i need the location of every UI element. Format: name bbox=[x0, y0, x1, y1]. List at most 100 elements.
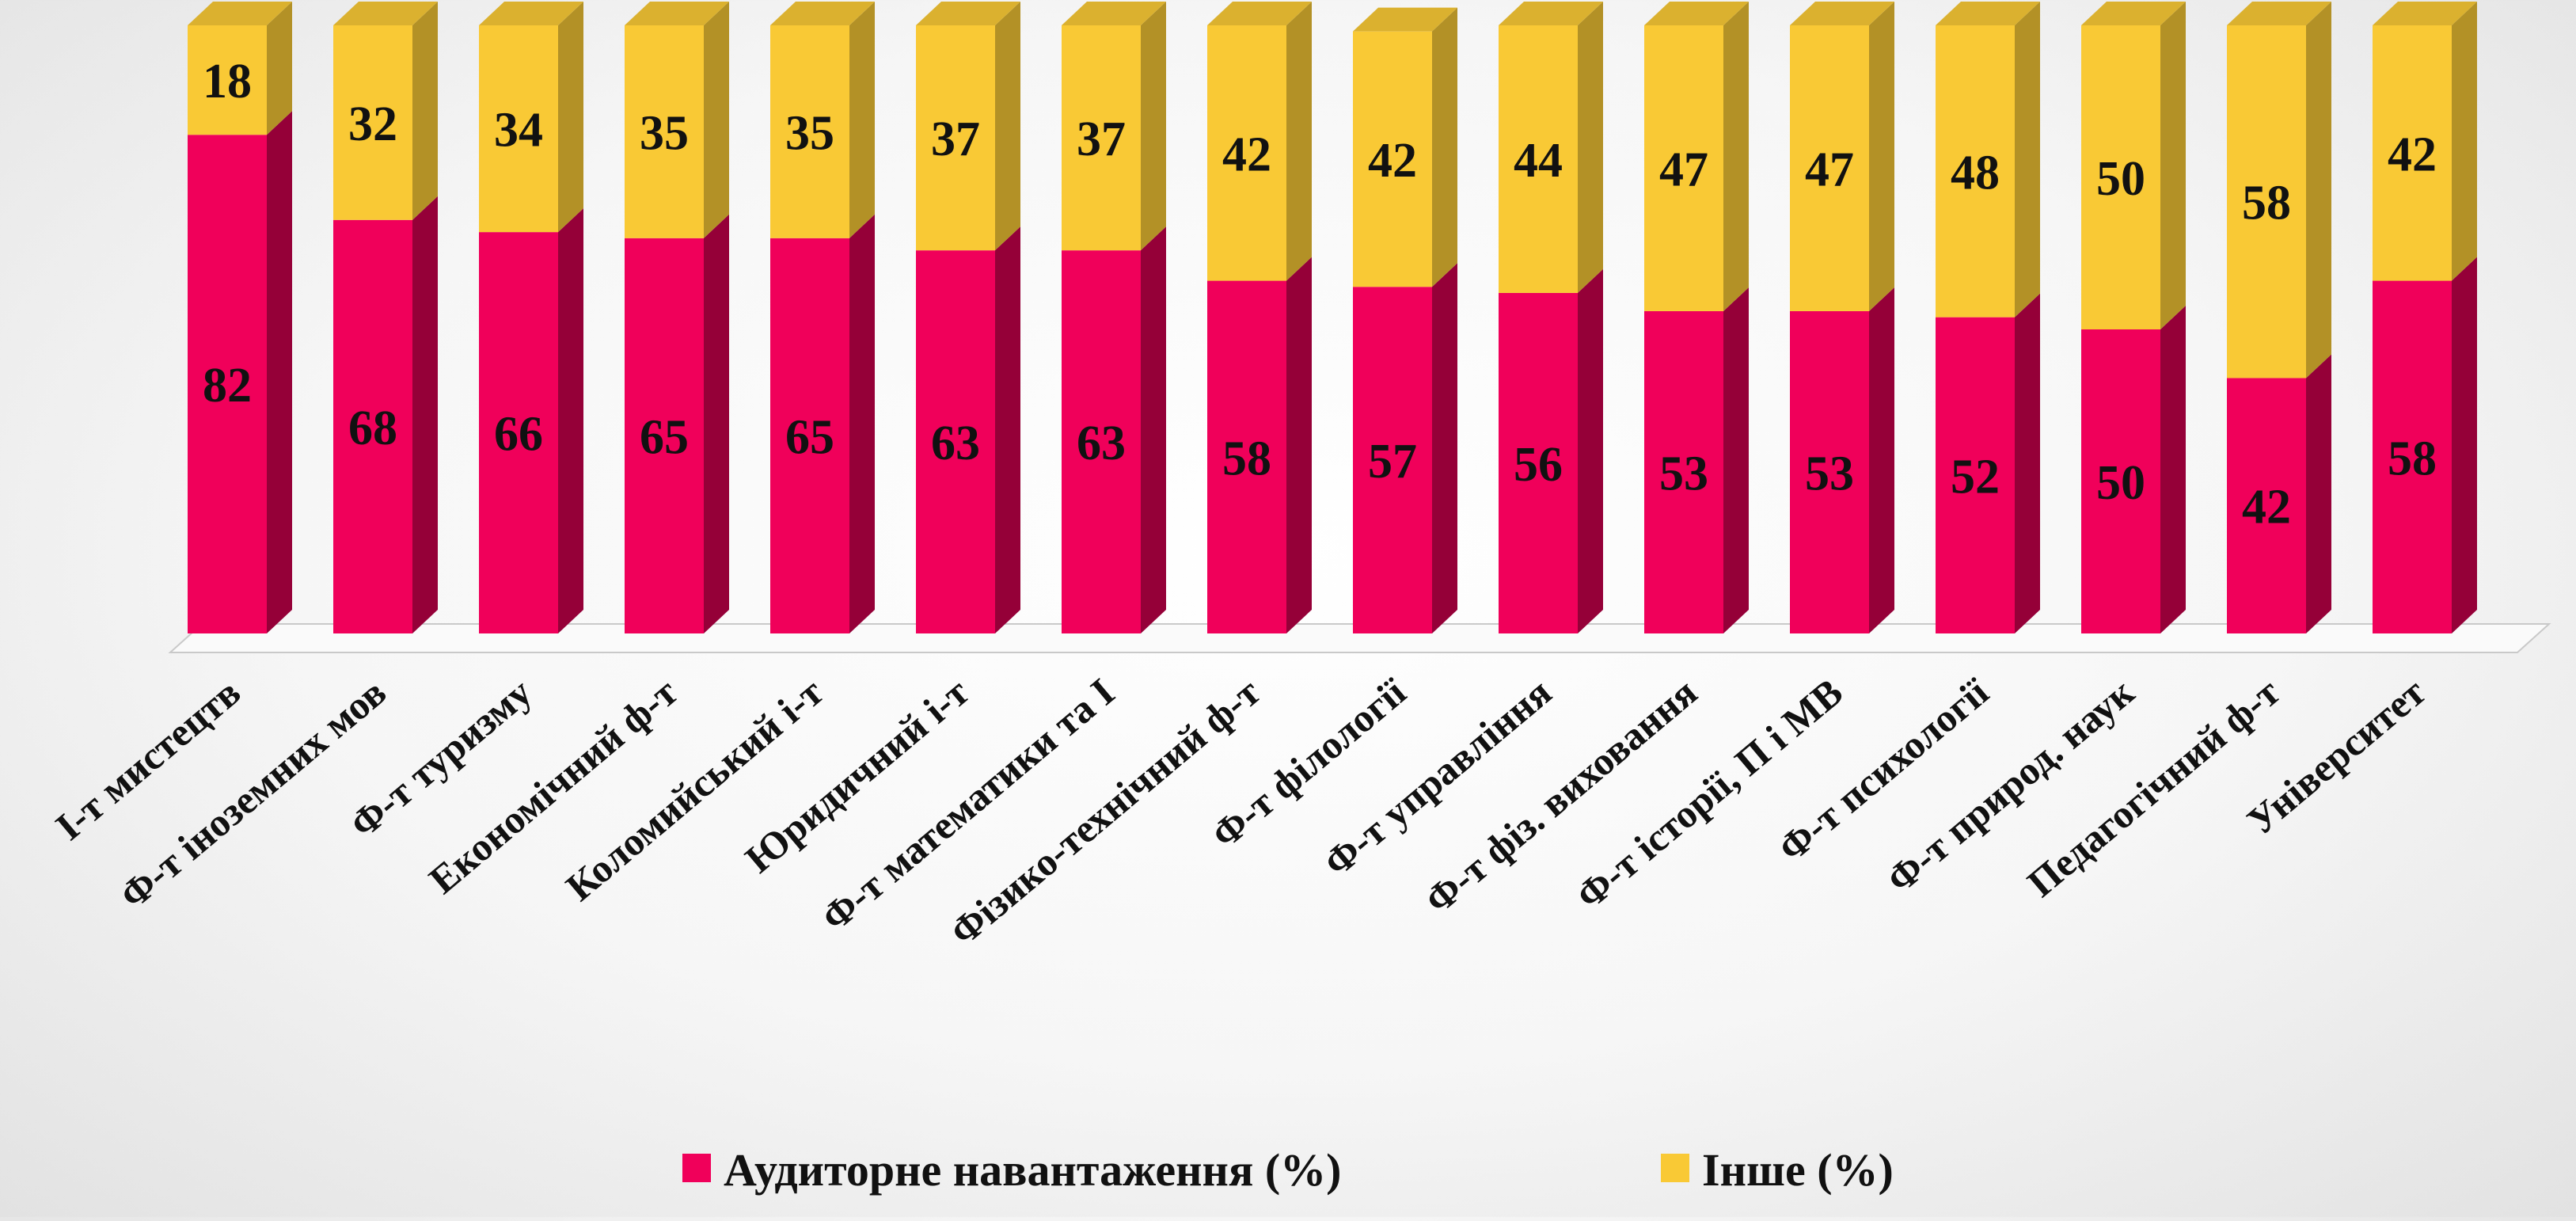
bar-segment-classroom bbox=[479, 232, 558, 633]
bar-segment-other bbox=[1499, 25, 1578, 293]
data-label-classroom: 66 bbox=[494, 408, 543, 462]
category-label: Ф-т історії, П і МВ bbox=[1567, 670, 1851, 918]
bar-top-face bbox=[770, 2, 875, 25]
data-label-classroom: 58 bbox=[1222, 432, 1271, 485]
stacked-bar: 58 42 bbox=[2373, 2, 2477, 633]
bar-segment-classroom bbox=[1790, 310, 1869, 633]
bar-segment-side-other bbox=[558, 2, 583, 233]
bar-segment-side-classroom bbox=[995, 226, 1020, 633]
data-label-other: 44 bbox=[1514, 134, 1563, 188]
data-label-classroom: 42 bbox=[2242, 481, 2291, 534]
legend-label: Інше (%) bbox=[1702, 1144, 1894, 1196]
data-label-classroom: 68 bbox=[348, 401, 397, 455]
bar-segment-other bbox=[1936, 25, 2015, 318]
data-label-classroom: 63 bbox=[931, 417, 980, 470]
bar-segment-side-classroom bbox=[849, 214, 875, 633]
bar-segment-classroom bbox=[1062, 250, 1141, 633]
bar-segment-side-other bbox=[412, 2, 438, 220]
bar-top-face bbox=[1644, 2, 1749, 25]
bar-segment-side-classroom bbox=[2015, 293, 2040, 633]
bar-segment-other bbox=[916, 25, 995, 251]
bar-top-face bbox=[1499, 2, 1603, 25]
category-label: Ф-т фіз. виховання bbox=[1416, 670, 1705, 922]
category-label: Педагогічний ф-т bbox=[2019, 670, 2288, 906]
bar-top-face bbox=[188, 2, 292, 25]
data-label-other: 42 bbox=[1222, 127, 1271, 181]
bar-segment-other bbox=[2081, 25, 2160, 329]
data-label-other: 47 bbox=[1659, 143, 1708, 196]
stacked-bar: 42 58 bbox=[2227, 2, 2331, 633]
legend-item-classroom: Аудиторне навантаження (%) bbox=[682, 1144, 1341, 1196]
legend-label: Аудиторне навантаження (%) bbox=[724, 1144, 1341, 1196]
bar-segment-other bbox=[1062, 25, 1141, 251]
stacked-bar: 65 35 bbox=[625, 2, 729, 633]
bar-segment-side-other bbox=[1432, 7, 1457, 287]
bar-segment-side-other bbox=[1869, 2, 1894, 311]
bar-segment-side-classroom bbox=[1432, 263, 1457, 633]
bar-segment-classroom bbox=[188, 135, 267, 634]
stacked-bar: 63 37 bbox=[1062, 2, 1166, 633]
data-label-other: 47 bbox=[1805, 143, 1854, 196]
bar-top-face bbox=[2227, 2, 2331, 25]
bar-segment-side-other bbox=[2306, 2, 2331, 378]
bar-segment-side-other bbox=[2160, 2, 2186, 329]
data-label-other: 32 bbox=[348, 97, 397, 151]
stacked-bar: 53 47 bbox=[1644, 2, 1749, 633]
bar-segment-other bbox=[1644, 25, 1723, 311]
stacked-bar: 52 48 bbox=[1936, 2, 2040, 633]
bar-segment-side-other bbox=[2452, 2, 2477, 281]
data-label-classroom: 58 bbox=[2388, 432, 2437, 485]
data-label-other: 42 bbox=[2388, 127, 2437, 181]
bar-top-face bbox=[1353, 7, 1457, 32]
bar-segment-side-classroom bbox=[412, 196, 438, 633]
bar-segment-other bbox=[770, 25, 849, 238]
bar-segment-classroom bbox=[1499, 292, 1578, 633]
data-label-classroom: 65 bbox=[785, 410, 834, 464]
category-label: Ф-т іноземних мов bbox=[111, 670, 394, 918]
bar-segment-other bbox=[2227, 25, 2306, 378]
data-label-classroom: 53 bbox=[1659, 447, 1708, 500]
bar-segment-side-other bbox=[849, 2, 875, 238]
data-label-other: 34 bbox=[494, 104, 543, 158]
data-label-classroom: 52 bbox=[1951, 450, 2000, 504]
data-label-other: 35 bbox=[640, 106, 689, 160]
data-label-classroom: 56 bbox=[1514, 438, 1563, 492]
bar-top-face bbox=[625, 2, 729, 25]
bar-segment-side-classroom bbox=[2160, 306, 2186, 633]
stacked-bar: 58 42 bbox=[1207, 2, 1312, 633]
bar-segment-classroom bbox=[1644, 310, 1723, 633]
bar-top-face bbox=[2081, 2, 2186, 25]
bar-segment-side-classroom bbox=[1141, 226, 1166, 633]
bar-segment-side-classroom bbox=[2452, 257, 2477, 633]
bar-segment-side-other bbox=[1578, 2, 1603, 293]
bar-segment-classroom bbox=[625, 238, 704, 633]
bar-segment-side-classroom bbox=[1723, 287, 1749, 633]
stacked-bar: 63 37 bbox=[916, 2, 1020, 633]
bar-top-face bbox=[1936, 2, 2040, 25]
bar-segment-side-classroom bbox=[1869, 287, 1894, 633]
data-label-classroom: 53 bbox=[1805, 447, 1854, 500]
bar-top-face bbox=[916, 2, 1020, 25]
bar-top-face bbox=[1062, 2, 1166, 25]
data-label-classroom: 82 bbox=[203, 359, 252, 413]
bar-segment-classroom bbox=[1353, 287, 1432, 633]
bar-segment-side-classroom bbox=[558, 208, 583, 633]
bar-segment-side-classroom bbox=[1286, 257, 1312, 633]
bar-segment-other bbox=[2373, 25, 2452, 281]
data-label-other: 48 bbox=[1951, 146, 2000, 200]
bar-segment-classroom bbox=[333, 219, 412, 633]
stacked-bar: 65 35 bbox=[770, 2, 875, 633]
bar-segment-other bbox=[1207, 25, 1286, 281]
legend-swatch bbox=[682, 1154, 711, 1182]
category-label: Коломийський і-т bbox=[557, 670, 831, 910]
data-label-classroom: 63 bbox=[1077, 417, 1126, 470]
bar-segment-classroom bbox=[2227, 378, 2306, 633]
bar-segment-side-classroom bbox=[2306, 354, 2331, 633]
bar-top-face bbox=[333, 2, 438, 25]
data-label-classroom: 57 bbox=[1368, 435, 1417, 489]
data-label-other: 18 bbox=[203, 55, 252, 108]
stacked-bar: 53 47 bbox=[1790, 2, 1894, 633]
